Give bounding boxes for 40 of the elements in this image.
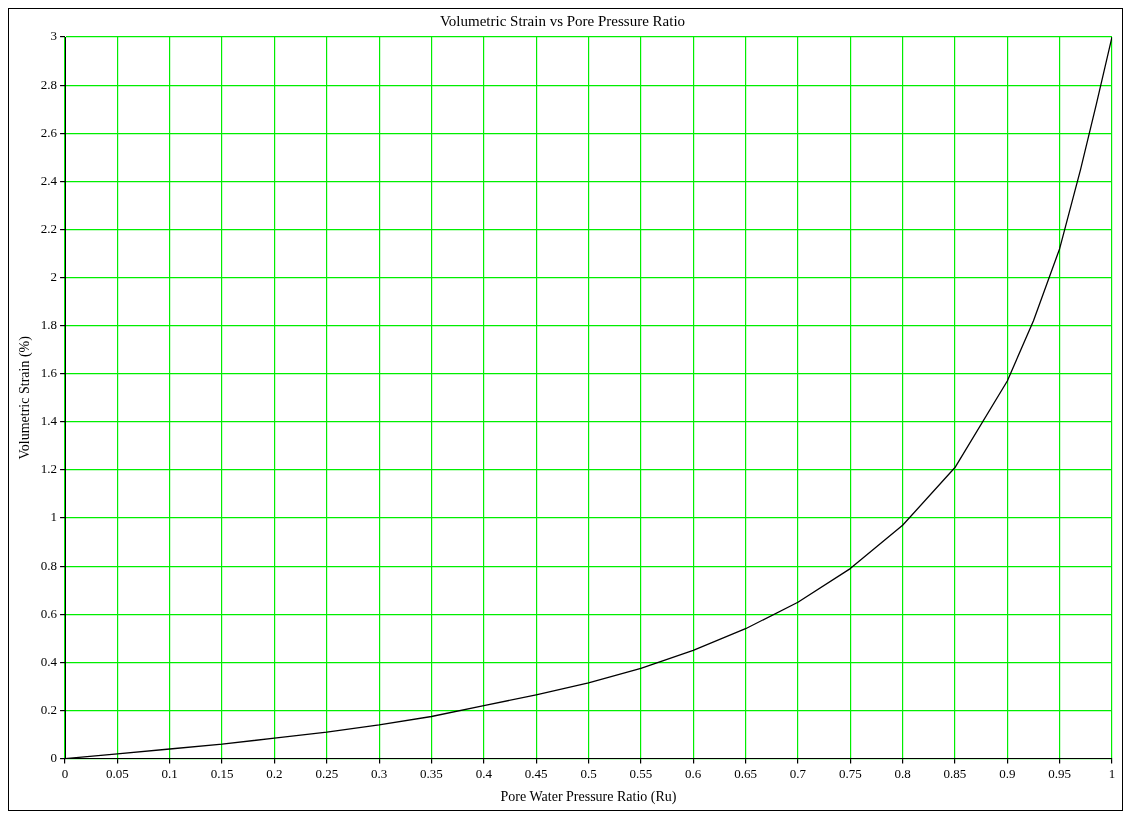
x-tick-label: 0.25: [315, 765, 339, 781]
x-tick-label: 0.7: [789, 765, 807, 781]
x-tick-label: 0.3: [371, 765, 388, 781]
x-tick-label: 0.05: [106, 765, 129, 781]
x-tick-label: 0: [61, 765, 69, 781]
x-tick-label: 0.6: [685, 765, 702, 781]
y-tick-label: 2: [50, 268, 58, 284]
x-axis-title: Pore Water Pressure Ratio (Ru): [500, 789, 677, 806]
y-tick-label: 0.4: [40, 653, 58, 669]
y-tick-label: 0: [50, 750, 58, 766]
y-tick-label: 0.6: [40, 605, 58, 621]
y-tick-label: 1.8: [40, 317, 58, 333]
x-tick-label: 0.15: [210, 765, 234, 781]
chart-title: Volumetric Strain vs Pore Pressure Ratio: [439, 12, 686, 29]
x-tick-label: 0.55: [629, 765, 653, 781]
x-tick-label: 0.35: [420, 765, 443, 781]
x-tick-label: 1: [1108, 765, 1116, 781]
y-tick-label: 1.2: [40, 461, 58, 477]
x-tick-label: 0.8: [894, 765, 911, 781]
y-tick-label: 2.4: [40, 172, 58, 188]
x-tick-label: 0.75: [838, 765, 862, 781]
x-tick-label: 0.45: [524, 765, 548, 781]
x-tick-label: 0.2: [266, 765, 283, 781]
y-tick-label: 2.2: [40, 220, 58, 236]
x-tick-label: 0.1: [161, 765, 178, 781]
x-tick-label: 0.65: [734, 765, 757, 781]
x-tick-label: 0.5: [580, 765, 597, 781]
y-tick-label: 0.2: [40, 701, 58, 717]
y-tick-label: 1.6: [40, 365, 58, 381]
y-tick-label: 1: [50, 509, 58, 525]
y-tick-label: 2.8: [40, 76, 58, 92]
x-tick-label: 0.9: [999, 765, 1016, 781]
x-tick-label: 0.95: [1048, 765, 1072, 781]
y-tick-label: 0.8: [40, 557, 58, 573]
y-tick-label: 2.6: [40, 124, 58, 140]
y-axis-title: Volumetric Strain (%): [17, 335, 34, 460]
y-tick-label: 1.4: [40, 413, 58, 429]
x-tick-label: 0.85: [943, 765, 967, 781]
y-tick-label: 3: [50, 28, 58, 44]
x-tick-label: 0.4: [475, 765, 493, 781]
